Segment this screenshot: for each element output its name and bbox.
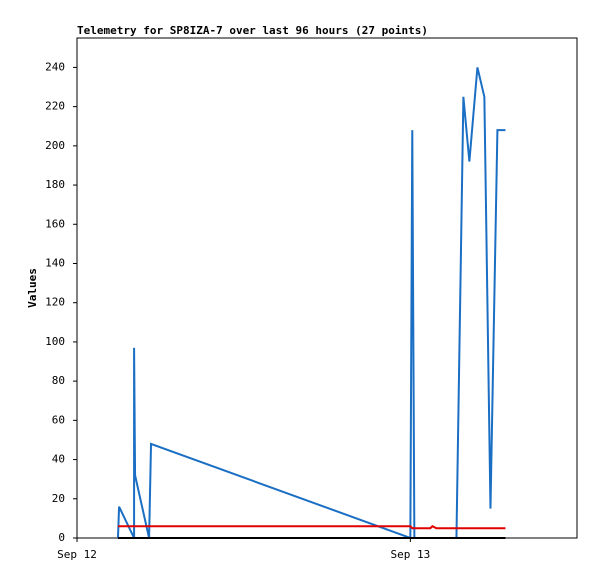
y-tick-label: 60 — [52, 413, 65, 426]
x-tick-label: Sep 12 — [57, 548, 97, 561]
plot-frame — [76, 37, 578, 539]
y-tick-label: 160 — [45, 217, 65, 230]
y-tick-label: 20 — [52, 492, 65, 505]
x-tick-label: Sep 13 — [390, 548, 430, 561]
series-line — [117, 525, 506, 530]
y-tick-label: 120 — [45, 296, 65, 309]
chart-title: Telemetry for SP8IZA-7 over last 96 hour… — [77, 24, 428, 37]
y-axis-label: Values — [26, 268, 39, 308]
y-tick-label: 0 — [58, 531, 65, 544]
series-line — [116, 67, 506, 540]
y-tick-label: 100 — [45, 335, 65, 348]
y-tick-label: 220 — [45, 100, 65, 113]
y-tick-label: 240 — [45, 60, 65, 73]
y-tick-label: 140 — [45, 256, 65, 269]
y-tick-label: 200 — [45, 139, 65, 152]
y-tick-label: 180 — [45, 178, 65, 191]
y-tick-label: 80 — [52, 374, 65, 387]
y-tick-label: 40 — [52, 453, 65, 466]
